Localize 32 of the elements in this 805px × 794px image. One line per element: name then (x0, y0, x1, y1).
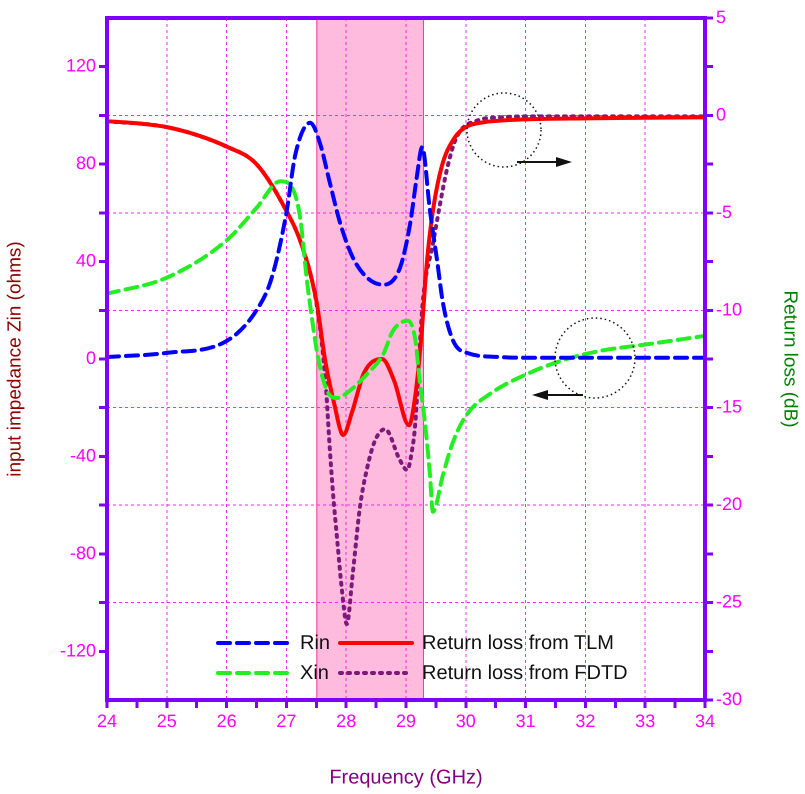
y-tick-label: 80 (76, 153, 96, 174)
y2-tick-label: -5 (716, 202, 732, 222)
x-tick-label: 27 (276, 710, 296, 731)
x-tick-label: 24 (96, 710, 118, 731)
y-tick-label: 40 (76, 250, 96, 271)
x-tick-label: 30 (456, 710, 476, 731)
y2-tick-label: -15 (716, 396, 742, 417)
line-series (107, 115, 705, 437)
y2-tick-label: -20 (716, 494, 742, 514)
x-axis-title: Frequency (GHz) (329, 766, 483, 789)
y-tick-label: 0 (86, 348, 96, 368)
x-tick-label: 28 (336, 710, 356, 731)
y2-axis-title: Return loss (dB) (779, 290, 800, 428)
x-tick-label: 33 (635, 710, 656, 731)
x-tick-label: 29 (396, 710, 416, 731)
line-series (107, 179, 705, 514)
y2-tick-label: -10 (716, 299, 742, 320)
x-tick-label: 26 (216, 710, 237, 731)
y-axis-title: input impedance Zin (ohms) (4, 241, 26, 477)
y2-tick-label: -25 (716, 592, 742, 612)
x-tick-label: 25 (156, 710, 177, 731)
y2-tick-label: 0 (716, 104, 726, 124)
line-series (107, 120, 705, 360)
y-tick-label: -80 (70, 542, 96, 563)
x-tick-label: 32 (575, 710, 596, 731)
y2-tick-label: 5 (716, 6, 726, 27)
y-tick-label: 120 (66, 56, 96, 76)
y-tick-label: -120 (60, 640, 96, 660)
y-tick-label: -40 (70, 445, 96, 466)
x-tick-label: 31 (516, 710, 536, 731)
x-tick-label: 34 (694, 710, 716, 731)
y2-tick-label: -30 (716, 688, 742, 709)
